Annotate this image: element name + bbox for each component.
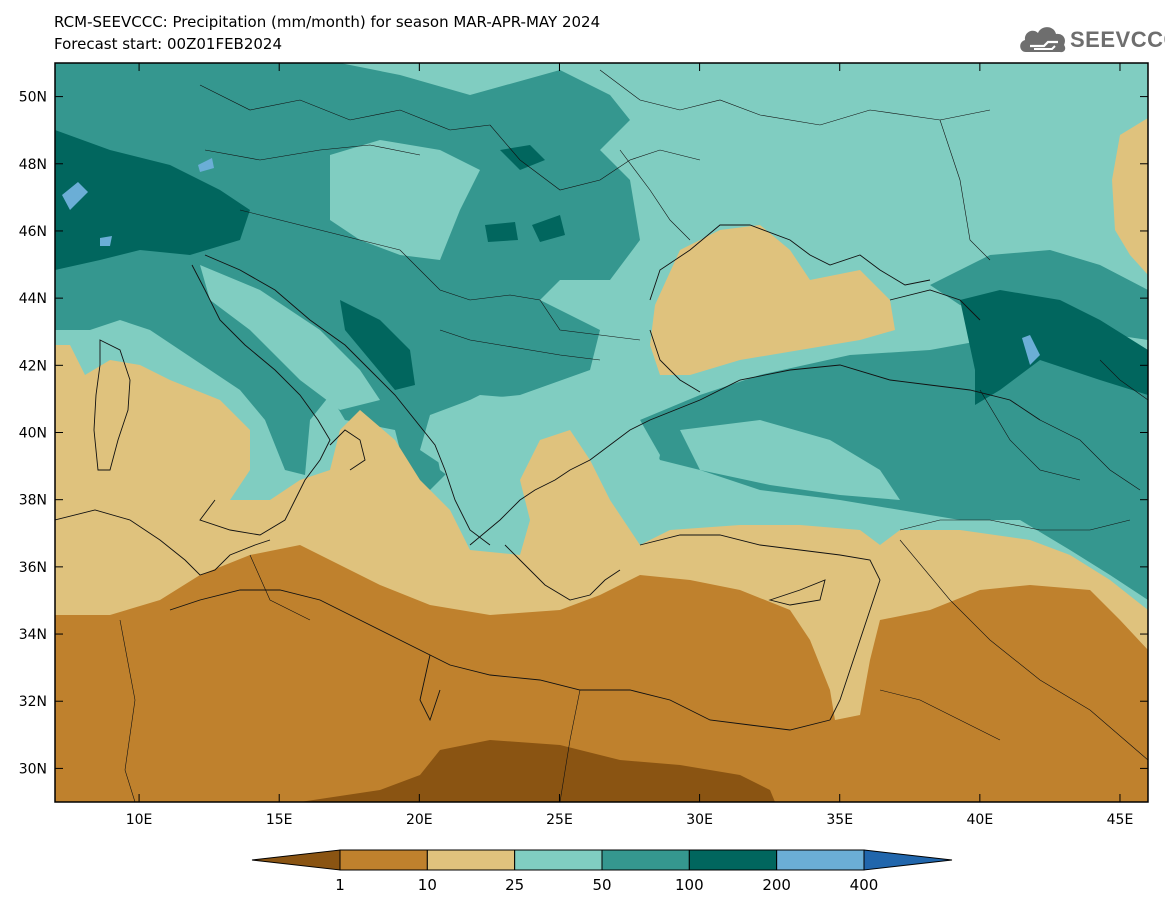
lat-tick-label: 48N [19, 157, 47, 173]
field-region-1-10-africa [55, 545, 1148, 802]
colorbar-label: 200 [762, 876, 791, 894]
lon-tick-label: 15E [266, 812, 293, 828]
field-region-200-400-alps [62, 158, 214, 246]
lat-tick-label: 36N [19, 560, 47, 576]
lon-tick-label: 40E [967, 812, 994, 828]
field-region-25-50-anatolia-plateau [680, 420, 900, 500]
colorbar-bin [776, 849, 865, 871]
field-region-25-50-hungary [330, 140, 480, 260]
colorbar-label: 100 [675, 876, 704, 894]
lon-tick-label: 35E [826, 812, 853, 828]
seevccc-logo: SEEVCCC [1018, 22, 1165, 56]
logo-text: SEEVCCC [1070, 27, 1165, 52]
lat-tick-label: 44N [19, 291, 47, 307]
cloud-icon [1020, 27, 1066, 53]
colorbar-bin [251, 849, 341, 871]
lat-tick-label: 38N [19, 493, 47, 509]
lat-tick-label: 42N [19, 358, 47, 374]
lon-tick-label: 30E [686, 812, 713, 828]
coastlines [55, 224, 1041, 731]
colorbar-bin [426, 849, 516, 871]
longitude-ticks: 10E 15E 20E 25E 30E 35E 40E 45E [126, 63, 1134, 828]
field-region-100-200-dinaric [340, 300, 415, 390]
field-region-10-25-russia [1112, 118, 1148, 275]
field-region-below-1-sahara [300, 740, 775, 802]
field-region-100-200-alps [55, 130, 250, 270]
forecast-start-label: Forecast start: 00Z01FEB2024 [54, 35, 283, 53]
field-region-50-100-turkey [640, 335, 1148, 600]
colorbar-label: 25 [505, 876, 524, 894]
colorbar-bin [339, 849, 428, 871]
colorbar-bin [601, 849, 690, 871]
precipitation-field [55, 63, 1148, 802]
country-borders [119, 69, 1148, 802]
lon-tick-label: 10E [126, 812, 153, 828]
latitude-ticks: 30N 32N 34N 36N 38N 40N 42N 44N 46N 48N 50N [19, 90, 1148, 777]
colorbar: 1 10 25 50 100 200 400 [251, 849, 953, 894]
lat-tick-label: 40N [19, 426, 47, 442]
lon-tick-label: 25E [546, 812, 573, 828]
colorbar-bin [688, 849, 778, 871]
field-region-200-400-caucasus [1022, 335, 1040, 365]
field-region-100-200-caucasus [960, 290, 1148, 405]
lat-tick-label: 46N [19, 224, 47, 240]
colorbar-label: 1 [335, 876, 345, 894]
lat-tick-label: 32N [19, 694, 47, 710]
colorbar-label: 400 [850, 876, 879, 894]
lat-tick-label: 50N [19, 90, 47, 106]
field-region-10-25-black-sea [650, 225, 895, 375]
colorbar-label: 50 [592, 876, 611, 894]
map-title: RCM-SEEVCCC: Precipitation (mm/month) fo… [54, 13, 601, 31]
field-region-100-200-carpathians [485, 145, 565, 242]
lat-tick-label: 34N [19, 627, 47, 643]
field-region-25-50-adriatic [200, 265, 380, 410]
lon-tick-label: 45E [1107, 812, 1134, 828]
lat-tick-label: 30N [19, 761, 47, 777]
lon-tick-label: 20E [406, 812, 433, 828]
colorbar-label: 10 [418, 876, 437, 894]
colorbar-bin [514, 849, 603, 871]
colorbar-bin [863, 849, 953, 871]
